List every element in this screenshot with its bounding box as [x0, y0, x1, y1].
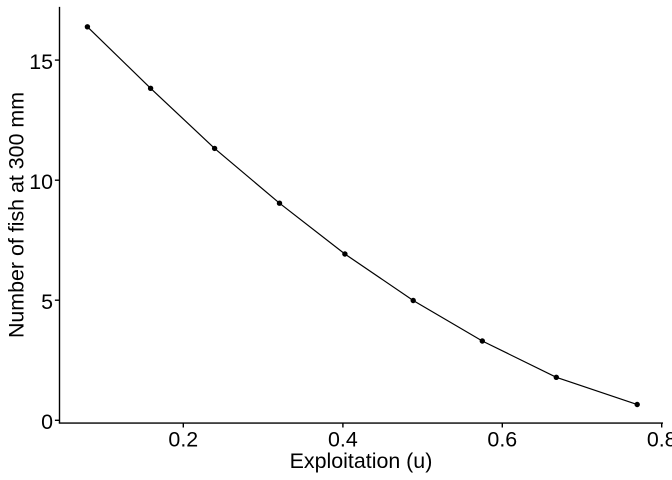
svg-text:0.8: 0.8: [647, 428, 672, 452]
svg-text:0.4: 0.4: [328, 428, 358, 452]
svg-text:0.2: 0.2: [168, 428, 198, 452]
svg-text:15: 15: [29, 50, 53, 74]
svg-text:Exploitation (u): Exploitation (u): [290, 449, 433, 473]
svg-text:10: 10: [29, 170, 53, 194]
svg-text:0.6: 0.6: [487, 428, 517, 452]
svg-text:0: 0: [41, 410, 53, 434]
svg-text:5: 5: [41, 290, 53, 314]
svg-text:Number of fish at 300 mm: Number of fish at 300 mm: [5, 92, 29, 338]
